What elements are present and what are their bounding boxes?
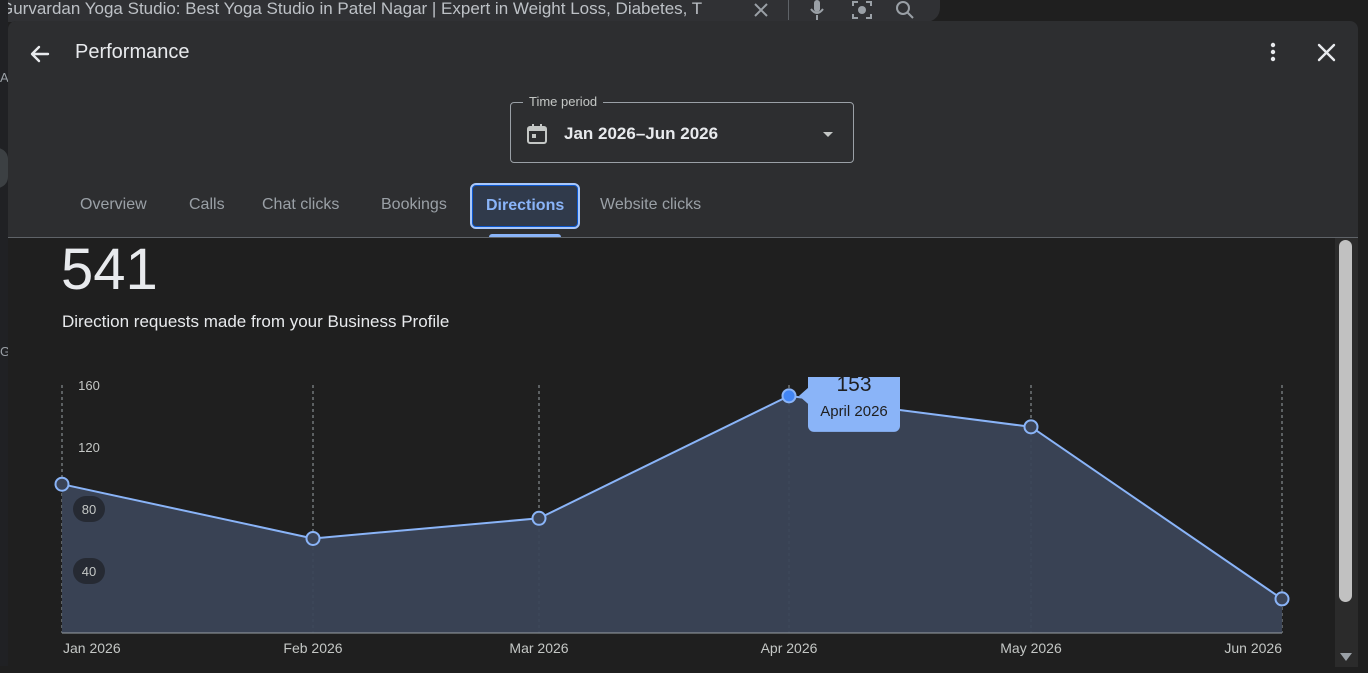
- chart-series-line: [61, 394, 1283, 600]
- clear-search-icon[interactable]: [750, 0, 772, 20]
- time-period-select[interactable]: Time period Jan 2026–Jun 2026: [510, 94, 854, 163]
- dialog-header: Performance Time period Jan 2026–Jun 202: [8, 21, 1358, 238]
- y-tick-pill: [73, 558, 105, 584]
- tab-calls[interactable]: Calls: [189, 196, 225, 213]
- microphone-icon[interactable]: [806, 0, 828, 20]
- directions-chart: 160 120 80 40 Jan 2026 Feb 2026 Mar 2026 Apr 20…: [54, 377, 1290, 656]
- tooltip-box: [808, 377, 900, 432]
- tooltip-pointer: [799, 387, 808, 404]
- chart-data-point: [1023, 419, 1039, 435]
- dialog-title: Performance: [75, 41, 190, 63]
- chart-data-point: [531, 510, 547, 526]
- tab-overview[interactable]: Overview: [80, 196, 147, 213]
- y-tick-label: 40: [82, 564, 96, 579]
- y-tick-label: 120: [78, 440, 100, 455]
- total-directions-value: 541: [61, 237, 158, 302]
- back-button[interactable]: [26, 40, 54, 68]
- time-period-label: Time period: [523, 94, 604, 110]
- browser-search-bar[interactable]: Gurvardan Yoga Studio: Best Yoga Studio …: [0, 0, 940, 22]
- time-period-value: Jan 2026–Jun 2026: [564, 124, 719, 143]
- tooltip-value: 153: [836, 377, 871, 396]
- arrow-back-icon: [30, 45, 50, 63]
- chart-data-point: [305, 530, 321, 546]
- dropdown-arrow-icon: [821, 127, 835, 141]
- directions-panel: 541 Direction requests made from your Bu…: [8, 238, 1358, 667]
- y-tick-label: 160: [78, 378, 100, 393]
- more-options-button[interactable]: [1261, 40, 1285, 66]
- tab-chat-clicks[interactable]: Chat clicks: [262, 196, 340, 213]
- x-tick-label: Apr 2026: [761, 640, 818, 656]
- lens-camera-icon[interactable]: [850, 0, 874, 20]
- tooltip-label: April 2026: [820, 403, 888, 420]
- performance-dialog: Performance Time period Jan 2026–Jun 202: [8, 21, 1358, 667]
- close-icon: [1317, 43, 1336, 62]
- x-tick-label: Jun 2026: [1224, 640, 1282, 656]
- tab-website-clicks[interactable]: Website clicks: [600, 196, 702, 213]
- search-bar-divider: [788, 0, 789, 20]
- background-text-fragment: G: [0, 344, 11, 359]
- chart-data-point: [781, 388, 797, 404]
- chart-data-point: [1274, 591, 1290, 607]
- x-tick-label: Feb 2026: [283, 640, 342, 656]
- metric-description: Direction requests made from your Busine…: [62, 312, 450, 331]
- background-page-bottom: [0, 666, 1368, 673]
- close-button[interactable]: [1314, 40, 1340, 66]
- x-tick-label: Jan 2026: [63, 640, 121, 656]
- search-query-text[interactable]: Gurvardan Yoga Studio: Best Yoga Studio …: [0, 0, 703, 18]
- active-tab-indicator: [489, 234, 561, 237]
- scrollbar-thumb[interactable]: [1339, 240, 1352, 602]
- y-tick-pill: [73, 496, 105, 522]
- calendar-icon: [526, 123, 548, 145]
- search-icon[interactable]: [894, 0, 916, 20]
- y-tick-label: 80: [82, 502, 96, 517]
- scroll-down-arrow-icon[interactable]: [1338, 650, 1354, 662]
- background-page-edge: AI G: [0, 0, 12, 673]
- x-tick-label: Mar 2026: [509, 640, 568, 656]
- chart-area: [62, 395, 1282, 633]
- tab-bookings[interactable]: Bookings: [381, 196, 447, 213]
- x-tick-label: May 2026: [1000, 640, 1062, 656]
- tab-directions[interactable]: Directions: [470, 183, 581, 229]
- chart-data-point: [54, 476, 70, 492]
- background-avatar: [0, 148, 8, 188]
- more-vert-icon: [1270, 42, 1276, 62]
